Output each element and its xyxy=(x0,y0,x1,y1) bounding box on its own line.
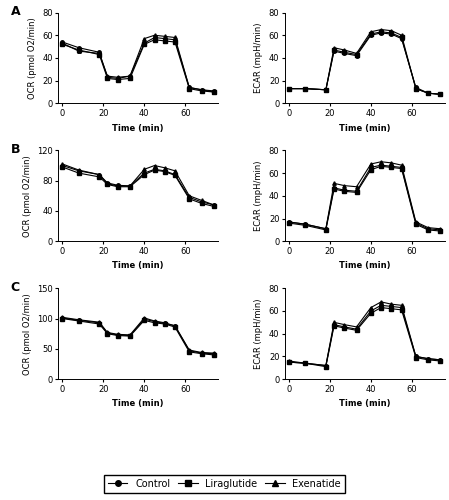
Y-axis label: OCR (pmol O2/min): OCR (pmol O2/min) xyxy=(22,155,31,236)
Y-axis label: ECAR (mpH/min): ECAR (mpH/min) xyxy=(254,160,263,231)
Y-axis label: OCR (pmol O2/min): OCR (pmol O2/min) xyxy=(28,17,37,99)
X-axis label: Time (min): Time (min) xyxy=(339,124,391,132)
X-axis label: Time (min): Time (min) xyxy=(339,262,391,270)
Legend: Control, Liraglutide, Exenatide: Control, Liraglutide, Exenatide xyxy=(104,475,345,492)
X-axis label: Time (min): Time (min) xyxy=(112,262,164,270)
X-axis label: Time (min): Time (min) xyxy=(112,124,164,132)
Text: C: C xyxy=(10,281,20,294)
X-axis label: Time (min): Time (min) xyxy=(339,400,391,408)
Text: A: A xyxy=(10,5,20,18)
Y-axis label: OCR (pmol O2/min): OCR (pmol O2/min) xyxy=(22,293,31,374)
Text: B: B xyxy=(10,143,20,156)
Y-axis label: ECAR (mpH/min): ECAR (mpH/min) xyxy=(254,22,263,93)
X-axis label: Time (min): Time (min) xyxy=(112,400,164,408)
Y-axis label: ECAR (mpH/min): ECAR (mpH/min) xyxy=(254,298,263,369)
